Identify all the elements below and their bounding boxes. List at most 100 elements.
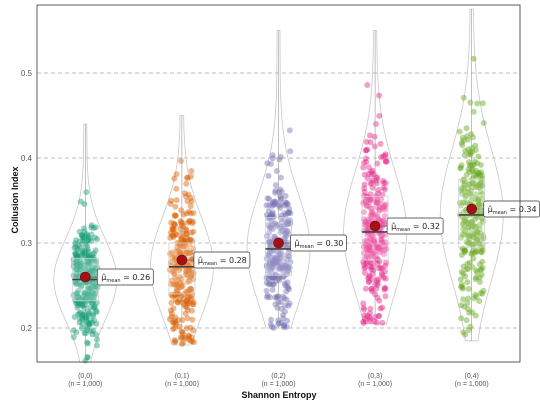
category-4-point (466, 259, 473, 266)
category-0-point (90, 267, 97, 274)
category-1-point (178, 219, 185, 226)
category-1-point (170, 226, 177, 233)
category-2-point (282, 212, 289, 219)
category-4-point (472, 147, 479, 153)
category-0-point (71, 244, 78, 251)
category-2-point (278, 195, 285, 202)
category-4-point (458, 315, 465, 322)
category-1-point (168, 281, 174, 288)
category-3-point (374, 243, 381, 250)
category-3-point (361, 188, 368, 195)
category-2-point (271, 233, 278, 240)
category-2-point (282, 230, 289, 237)
category-1-point (183, 250, 190, 257)
category-4-point (461, 181, 468, 188)
category-1-point (167, 229, 174, 236)
category-2-point (284, 279, 291, 286)
category-3-point (379, 222, 386, 229)
category-4-point (467, 151, 474, 158)
category-3-point (369, 167, 376, 174)
category-1-mean-point (176, 254, 188, 266)
category-1-point (176, 296, 183, 303)
category-1-point (176, 273, 183, 280)
category-2-point (276, 320, 283, 327)
category-1-point (170, 305, 177, 312)
category-3-point (381, 204, 388, 211)
category-2-point (281, 202, 288, 209)
category-0-point (77, 294, 83, 301)
category-2-point (277, 298, 284, 305)
category-1-violin (149, 115, 214, 346)
category-3-mean-label: μ̂mean = 0.32 (391, 221, 440, 233)
category-1-point (187, 236, 194, 243)
category-2-point (270, 220, 277, 227)
category-2-point (266, 294, 273, 301)
category-3-point (382, 275, 389, 282)
category-0-point (70, 334, 77, 341)
category-1-point (168, 313, 175, 320)
category-1-point (173, 288, 180, 295)
category-0-point (73, 280, 80, 287)
category-0-point (89, 273, 96, 280)
category-2-point (269, 286, 276, 293)
category-2-n-label: (n = 1,000) (261, 381, 295, 388)
category-3-point (362, 315, 369, 322)
category-1-point (183, 325, 190, 332)
category-3-point (361, 261, 368, 268)
category-2-violin (246, 30, 311, 329)
category-0-point (88, 238, 95, 244)
category-0-point (89, 299, 96, 306)
category-0-point (87, 296, 94, 303)
category-0-point (94, 342, 100, 349)
category-0-point (89, 264, 96, 271)
category-2-point (277, 201, 284, 208)
category-0-point (73, 253, 80, 259)
category-4-point (478, 249, 485, 256)
category-1-point (168, 197, 175, 204)
category-3-point (367, 259, 374, 266)
category-4-point (465, 241, 472, 247)
category-2-point (269, 262, 276, 269)
category-4-point (475, 197, 482, 204)
category-4-point (468, 193, 475, 200)
category-3-point (378, 236, 384, 243)
category-1-point (170, 232, 177, 239)
category-2-point (286, 205, 293, 212)
category-4-point (479, 215, 486, 222)
category-3-tick-label: (0,3) (368, 373, 382, 380)
category-1-point (168, 219, 175, 226)
category-4-point (474, 248, 481, 255)
category-1-point (189, 220, 196, 227)
category-4-point (462, 273, 469, 280)
category-2-point (279, 264, 286, 271)
category-4-point (458, 281, 465, 288)
category-4-point (464, 279, 471, 286)
category-3-point (374, 282, 381, 288)
category-0-points (70, 189, 101, 364)
category-3-point (382, 152, 389, 159)
category-0-point (72, 251, 79, 258)
category-2-point (279, 227, 286, 234)
category-2-point (282, 262, 289, 269)
category-3-point (381, 206, 388, 213)
category-1-point (189, 271, 196, 278)
category-4-point (479, 218, 486, 225)
category-2-point (277, 265, 284, 272)
category-3-point (378, 232, 385, 239)
category-3-point (380, 274, 387, 281)
category-3-point (368, 205, 375, 212)
category-2-point (282, 193, 289, 199)
category-4-point (458, 302, 465, 309)
category-2-point (271, 260, 278, 267)
category-1-point (171, 339, 178, 346)
category-2-point (276, 251, 283, 258)
category-4-point (469, 264, 476, 271)
category-3-point (371, 250, 378, 257)
category-0-point (93, 259, 99, 266)
category-2-point (270, 281, 277, 288)
category-4-point (465, 220, 472, 227)
category-3-point (382, 157, 389, 164)
category-4-point (465, 146, 471, 153)
category-0-point (75, 293, 82, 300)
category-0-point (73, 300, 79, 307)
